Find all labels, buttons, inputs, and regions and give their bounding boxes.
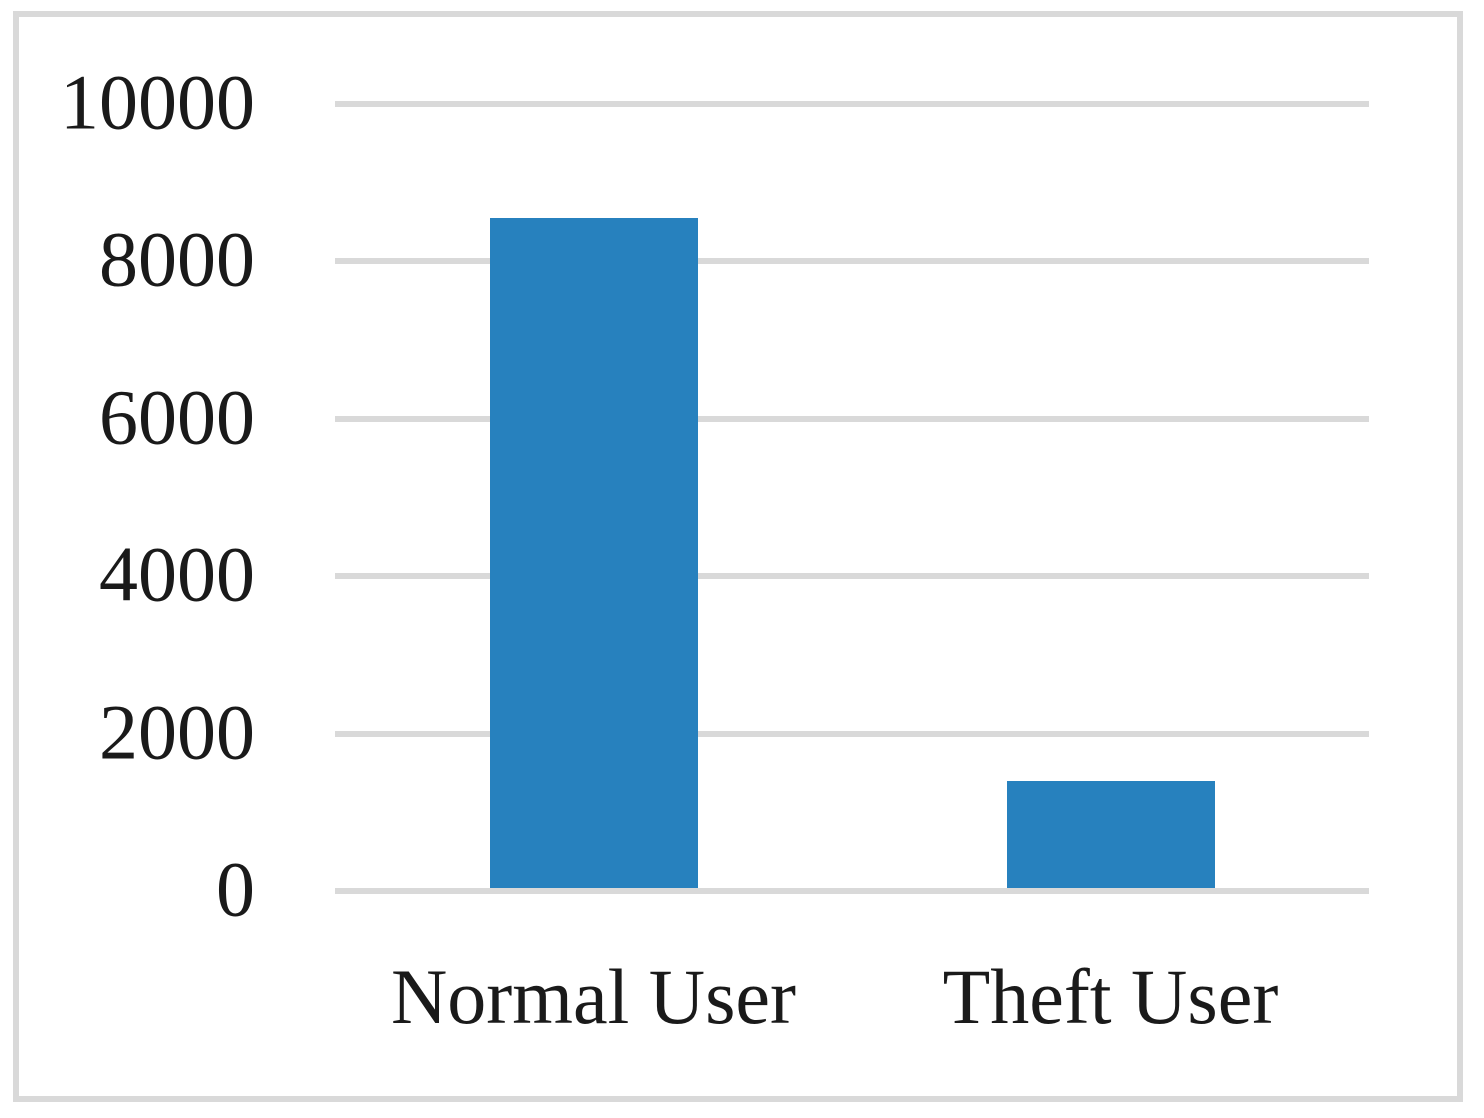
y-tick-label-4000: 4000 bbox=[99, 530, 255, 618]
gridline-6000 bbox=[335, 415, 1369, 422]
gridline-2000 bbox=[335, 730, 1369, 737]
y-tick-label-0: 0 bbox=[216, 845, 255, 933]
gridline-0 bbox=[335, 888, 1369, 894]
y-tick-label-2000: 2000 bbox=[99, 688, 255, 776]
y-tick-label-8000: 8000 bbox=[99, 215, 255, 303]
x-category-label-theft-user: Theft User bbox=[942, 953, 1279, 1040]
y-tick-label-6000: 6000 bbox=[99, 373, 255, 461]
gridline-4000 bbox=[335, 573, 1369, 580]
bar-normal-user bbox=[489, 218, 698, 888]
y-tick-label-10000: 10000 bbox=[60, 58, 255, 146]
gridline-8000 bbox=[335, 258, 1369, 265]
bar-theft-user bbox=[1006, 780, 1215, 888]
gridline-10000 bbox=[335, 101, 1369, 107]
chart-border-frame bbox=[13, 11, 1463, 1102]
x-category-label-normal-user: Normal User bbox=[390, 953, 797, 1040]
